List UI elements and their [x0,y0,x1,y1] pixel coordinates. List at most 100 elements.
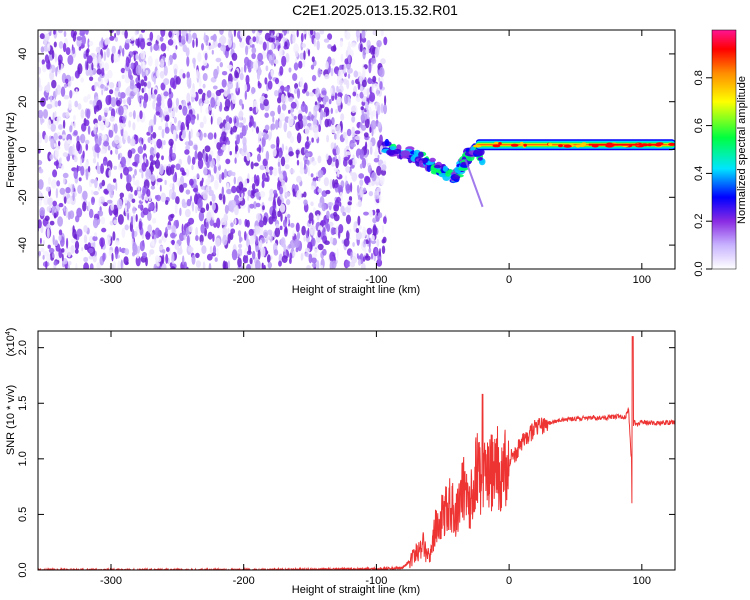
noise-blob [98,135,102,146]
noise-blob [38,250,41,257]
noise-blob [278,260,282,267]
noise-blob [363,238,366,245]
figure-title: C2E1.2025.013.15.32.R01 [292,2,458,18]
noise-blob [314,210,321,217]
noise-blob [197,71,201,80]
noise-blob [125,87,130,96]
noise-blob [347,201,352,206]
noise-blob [58,229,63,236]
noise-blob [101,179,106,187]
noise-blob [110,96,117,108]
noise-blob [380,30,384,37]
noise-blob [46,61,51,70]
noise-blob [200,102,203,114]
noise-blob [139,240,145,252]
noise-blob [244,178,248,185]
noise-blob [161,128,165,139]
noise-blob [379,175,385,186]
noise-blob [201,245,207,255]
noise-blob [63,205,66,212]
noise-blob [288,151,294,157]
noise-blob [277,161,281,167]
noise-blob [312,160,317,166]
noise-blob [98,186,101,191]
y-tick-label: 0.0 [17,562,29,577]
noise-blob [92,235,98,242]
x-tick-label: 0 [506,274,512,286]
noise-blob [221,71,228,76]
noise-blob [162,249,166,254]
x-tick-label: -100 [365,575,387,587]
noise-blob [153,89,158,95]
noise-blob [285,199,291,206]
noise-blob [210,97,216,108]
noise-blob [275,40,280,46]
noise-blob [111,45,116,55]
noise-blob [91,189,94,195]
noise-blob [90,178,95,184]
noise-blob [50,138,54,149]
y-tick-label: 0 [17,146,29,152]
noise-blob [339,79,343,86]
noise-blob [158,239,162,244]
noise-blob [277,104,282,115]
noise-blob [268,216,274,225]
noise-blob [342,211,347,217]
noise-blob [281,93,285,104]
noise-blob [301,43,307,48]
noise-blob [101,67,105,77]
noise-blob [206,253,213,261]
noise-blob [83,96,89,103]
noise-blob [171,192,175,201]
noise-blob [325,108,330,116]
noise-blob [376,187,381,193]
noise-blob [218,173,222,184]
noise-blob [300,102,307,113]
noise-blob [159,58,165,69]
noise-blob [156,93,162,104]
noise-blob [340,113,345,121]
noise-blob [256,213,261,221]
noise-blob [292,73,298,81]
noise-blob [242,142,247,153]
noise-blob [152,100,156,110]
noise-blob [127,69,132,79]
noise-blob [262,205,265,211]
noise-blob [171,152,177,161]
noise-blob [295,99,298,103]
noise-blob [40,46,45,53]
noise-blob [381,239,386,244]
noise-blob [270,69,274,77]
noise-blob [133,51,137,62]
noise-blob [188,105,192,110]
snr-plot-area [38,331,675,570]
noise-blob [93,191,99,196]
colorbar-tick-label: 0.8 [693,70,705,85]
noise-blob [146,188,151,197]
noise-blob [378,77,381,83]
noise-blob [45,186,51,192]
noise-blob [76,140,81,152]
noise-blob [332,157,336,163]
noise-blob [289,135,294,144]
noise-blob [151,93,156,99]
noise-blob [347,54,351,64]
noise-blob [63,30,67,38]
noise-blob [121,227,126,238]
noise-blob [217,160,220,167]
noise-blob [295,51,299,58]
noise-blob [153,234,157,240]
noise-blob [368,182,372,187]
noise-blob [136,253,140,259]
steady-ridge-blob [498,142,502,145]
noise-blob [164,179,167,186]
x-tick-label: -300 [100,274,122,286]
noise-blob [333,204,337,211]
noise-blob [80,109,85,119]
noise-blob [219,30,224,35]
noise-blob [284,95,287,105]
noise-blob [317,243,324,251]
noise-blob [137,186,141,191]
noise-blob [57,216,63,227]
noise-blob [47,119,52,130]
